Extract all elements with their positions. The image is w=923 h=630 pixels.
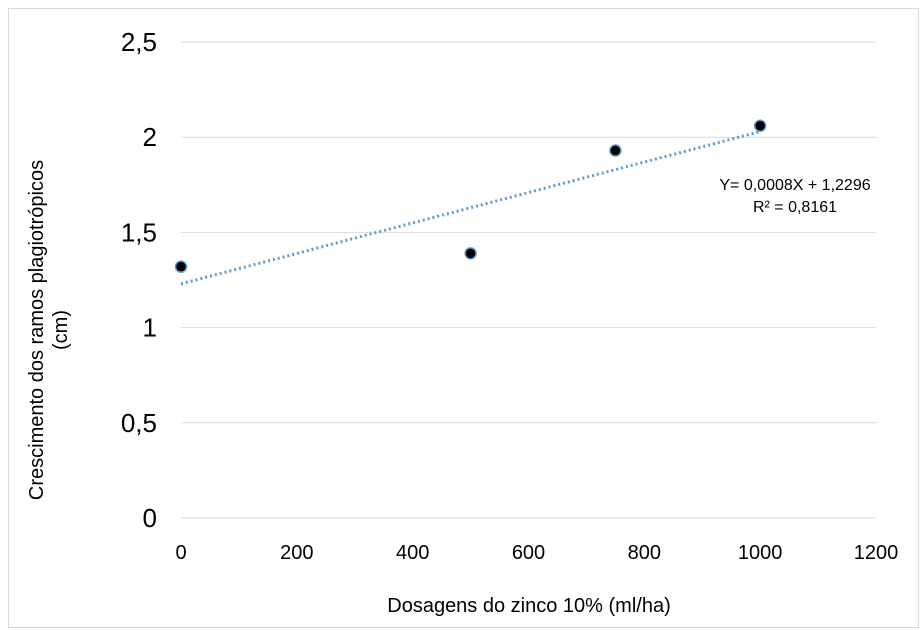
y-tick-label: 1 bbox=[143, 313, 157, 343]
y-axis-label-group: Crescimento dos ramos plagiotrópicos (cm… bbox=[26, 160, 72, 500]
y-tick-label: 2 bbox=[143, 122, 157, 152]
y-tick-label: 1,5 bbox=[121, 217, 157, 247]
y-axis-label-line-2: (cm) bbox=[50, 310, 72, 350]
data-point bbox=[464, 247, 477, 260]
data-points bbox=[174, 119, 767, 273]
y-tick-label: 0,5 bbox=[121, 408, 157, 438]
data-point bbox=[609, 144, 622, 157]
chart-area bbox=[8, 8, 919, 628]
tick-labels: 0 0,5 1 1,5 2 2,5 0 200 400 600 800 1000 1200 bbox=[121, 27, 898, 564]
y-axis-label-line-1: Crescimento dos ramos plagiotrópicos bbox=[26, 160, 48, 500]
trendline-r2-label: R² = 0,8161 bbox=[753, 199, 837, 216]
trendline-group bbox=[180, 130, 761, 286]
y-tick-label: 0 bbox=[143, 503, 157, 533]
x-tick-label: 1200 bbox=[854, 542, 899, 564]
x-tick-label: 200 bbox=[280, 542, 313, 564]
x-tick-label: 600 bbox=[512, 542, 545, 564]
x-axis-label: Dosagens do zinco 10% (ml/ha) bbox=[387, 595, 670, 617]
data-point bbox=[753, 119, 767, 133]
x-tick-label: 1000 bbox=[738, 542, 783, 564]
gridlines bbox=[181, 41, 876, 424]
x-tick-label: 800 bbox=[628, 542, 661, 564]
trendline-equation-label: Y= 0,0008X + 1,2296 bbox=[719, 177, 870, 194]
y-tick-label: 2,5 bbox=[121, 27, 157, 57]
x-tick-label: 0 bbox=[175, 542, 186, 564]
trendline bbox=[180, 130, 761, 286]
x-tick-label: 400 bbox=[396, 542, 429, 564]
data-point bbox=[174, 260, 188, 273]
